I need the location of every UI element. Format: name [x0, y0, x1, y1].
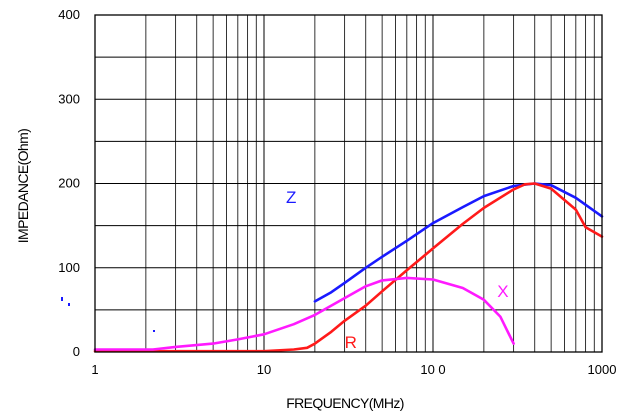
stray-mark-3 — [153, 330, 155, 332]
series-label-z: Z — [286, 188, 296, 207]
series-line-z — [313, 182, 604, 303]
series-label-x: X — [497, 282, 508, 301]
x-tick-label: 1 — [91, 362, 98, 377]
x-tick-label: 10 0 — [420, 362, 445, 377]
y-tick-label: 300 — [58, 91, 80, 106]
series-line-r — [93, 182, 604, 353]
x-tick-label: 1000 — [588, 362, 617, 377]
x-axis-title: FREQUENCY(MHz) — [286, 395, 404, 411]
x-tick-label: 10 — [257, 362, 271, 377]
plot-frame — [94, 14, 603, 353]
y-tick-label: 0 — [73, 344, 80, 359]
stray-marks — [61, 297, 155, 332]
y-tick-label: 200 — [58, 176, 80, 191]
y-tick-label: 400 — [58, 7, 80, 22]
y-axis-title: IMPEDANCE(Ohm) — [15, 129, 31, 244]
series-label-r: R — [345, 333, 357, 352]
series-labels: Z R X — [286, 188, 509, 352]
y-tick-label: 100 — [58, 260, 80, 275]
series-line-x — [93, 276, 515, 351]
stray-mark-1 — [61, 297, 63, 301]
series-lines — [93, 182, 604, 353]
stray-mark-2 — [68, 303, 70, 306]
tick-labels: 1 10 10 0 1000 0 100 200 300 400 — [58, 7, 616, 377]
